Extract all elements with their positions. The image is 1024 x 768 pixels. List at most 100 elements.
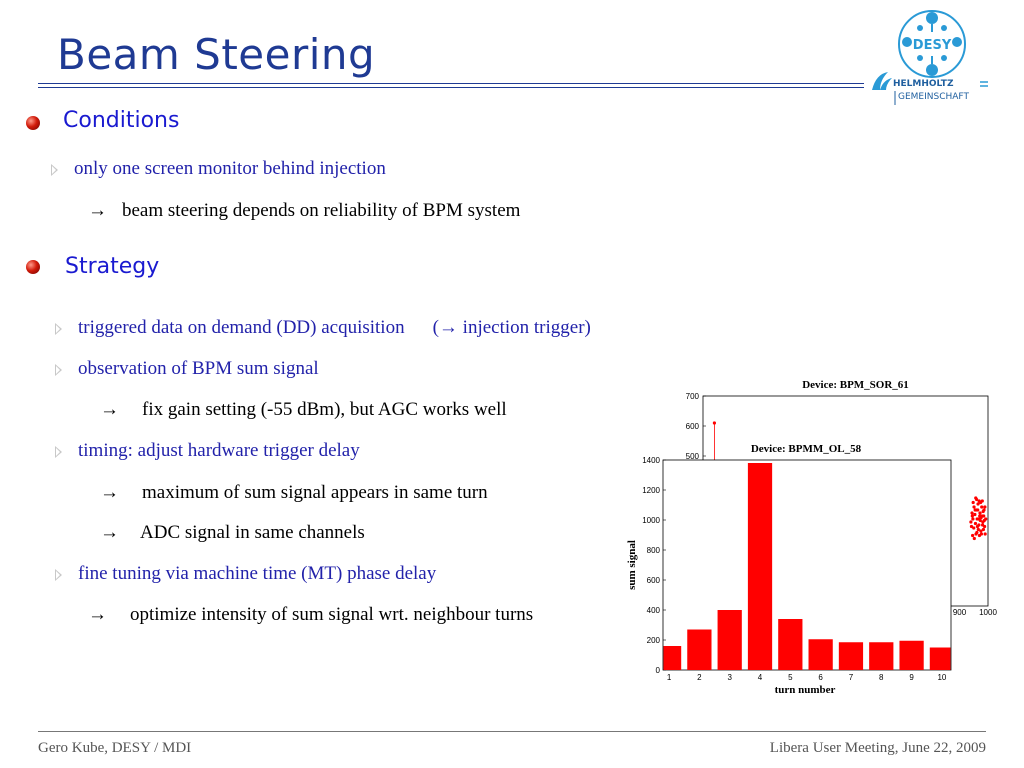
scatter-point xyxy=(975,524,980,529)
scatter-point xyxy=(975,530,979,535)
bar-x-tick-label: 2 xyxy=(697,673,702,682)
strategy-subitem: → optimize intensity of sum signal wrt. n… xyxy=(88,604,533,626)
scatter-y-tick-label: 600 xyxy=(686,422,700,431)
scatter-point xyxy=(976,502,980,506)
section-heading-strategy: Strategy xyxy=(65,254,160,279)
scatter-y-tick-label: 700 xyxy=(686,392,700,401)
scatter-point xyxy=(976,527,980,532)
bar xyxy=(929,647,951,670)
bar-chart-title: Device: BPMM_OL_58 xyxy=(751,443,862,455)
bar-y-tick-label: 1000 xyxy=(642,516,660,525)
scatter-point xyxy=(980,505,984,509)
bar-x-tick-label: 9 xyxy=(909,673,914,682)
item-bullet-icon xyxy=(51,164,58,176)
bar xyxy=(717,610,742,670)
bar-x-tick-label: 1 xyxy=(667,673,672,682)
bar xyxy=(663,646,682,670)
scatter-chart-title: Device: BPM_SOR_61 xyxy=(802,379,909,391)
section-bullet-icon xyxy=(26,116,40,130)
condition-subitem: → beam steering depends on reliability of… xyxy=(88,200,520,222)
bar-x-tick-label: 7 xyxy=(849,673,854,682)
item-bullet-icon xyxy=(55,364,62,376)
scatter-point xyxy=(973,512,977,517)
bar xyxy=(838,642,864,670)
condition-subitem-text: beam steering depends on reliability of … xyxy=(122,200,521,221)
strategy-subitem-text: ADC signal in same channels xyxy=(140,522,365,543)
strategy-subitem-text: maximum of sum signal appears in same tu… xyxy=(142,482,488,503)
title-underline xyxy=(38,83,864,84)
condition-item: only one screen monitor behind injection xyxy=(74,158,386,179)
bar-y-tick-label: 1400 xyxy=(642,456,660,465)
scatter-y-tick-label: 500 xyxy=(686,452,700,461)
arrow-icon: → xyxy=(88,604,107,625)
item-bullet-icon xyxy=(55,323,62,335)
arrow-icon: → xyxy=(100,399,119,420)
bar xyxy=(899,640,924,670)
scatter-point xyxy=(981,509,985,514)
scatter-point xyxy=(979,529,983,533)
bar-y-tick-label: 0 xyxy=(656,666,661,675)
desy-logo-icon: DESY xyxy=(898,10,966,78)
footer-rule xyxy=(38,731,986,732)
strategy-subitem: → ADC signal in same channels xyxy=(100,522,365,544)
bar xyxy=(778,619,803,670)
strategy-item: fine tuning via machine time (MT) phase … xyxy=(78,563,437,584)
scatter-x-tick-label: 1000 xyxy=(979,608,997,617)
item-bullet-icon xyxy=(55,569,62,581)
strategy-item-text: triggered data on demand (DD) acquisitio… xyxy=(78,317,405,338)
section-bullet-icon xyxy=(26,260,40,274)
scatter-point xyxy=(983,532,987,536)
strategy-item: observation of BPM sum signal xyxy=(78,358,319,379)
scatter-point xyxy=(978,511,982,515)
bar xyxy=(687,629,712,670)
bar-y-tick-label: 200 xyxy=(647,636,661,645)
bar-x-tick-label: 3 xyxy=(727,673,732,682)
scatter-point xyxy=(979,532,984,536)
scatter-point xyxy=(973,521,978,526)
strategy-item: timing: adjust hardware trigger delay xyxy=(78,440,360,461)
scatter-x-tick-label: 900 xyxy=(953,608,967,617)
scatter-point xyxy=(977,499,981,503)
footer-event: Libera User Meeting, June 22, 2009 xyxy=(769,740,986,756)
bar-y-axis-label: sum signal xyxy=(626,540,638,590)
scatter-point xyxy=(974,508,978,512)
scatter-point xyxy=(712,421,717,425)
bar-y-tick-label: 600 xyxy=(647,576,661,585)
scatter-point xyxy=(972,505,976,509)
arrow-icon: → xyxy=(100,522,119,543)
scatter-point xyxy=(969,520,973,524)
scatter-point xyxy=(974,496,978,500)
strategy-item: triggered data on demand (DD) acquisitio… xyxy=(78,317,591,339)
scatter-point xyxy=(976,517,981,521)
scatter-point xyxy=(981,527,986,532)
logo-org-line2: GEMEINSCHAFT xyxy=(898,92,969,102)
strategy-item-note: (→ injection trigger) xyxy=(432,317,591,338)
bar-x-tick-label: 6 xyxy=(818,673,823,682)
arrow-icon: → xyxy=(88,200,107,221)
logo-name: DESY xyxy=(913,38,952,53)
scatter-point xyxy=(978,514,982,518)
scatter-point xyxy=(970,514,974,518)
title-underline-secondary xyxy=(38,87,864,88)
logo-org-line1: HELMHOLTZ xyxy=(893,79,954,89)
bar-x-tick-label: 10 xyxy=(937,673,946,682)
scatter-point xyxy=(983,505,987,509)
strategy-subitem: → fix gain setting (-55 dBm), but AGC wor… xyxy=(100,399,507,421)
scatter-point xyxy=(972,526,976,530)
bar-x-tick-label: 4 xyxy=(758,673,763,682)
bar xyxy=(869,642,894,670)
slide-title: Beam Steering xyxy=(57,30,376,79)
bar-y-tick-label: 400 xyxy=(647,606,661,615)
bar-y-tick-label: 1200 xyxy=(642,486,660,495)
strategy-subitem: → maximum of sum signal appears in same t… xyxy=(100,482,488,504)
scatter-point xyxy=(971,500,975,505)
scatter-point xyxy=(982,518,986,523)
bar-x-tick-label: 8 xyxy=(879,673,884,682)
desy-helmholtz-logo: DESY HELMHOLTZ GEMEINSCHAFT xyxy=(872,10,988,105)
scatter-point xyxy=(971,517,975,521)
scatter-point xyxy=(971,533,975,538)
bar-x-tick-label: 5 xyxy=(788,673,793,682)
bar-title-backdrop xyxy=(735,438,951,460)
item-bullet-icon xyxy=(55,446,62,458)
